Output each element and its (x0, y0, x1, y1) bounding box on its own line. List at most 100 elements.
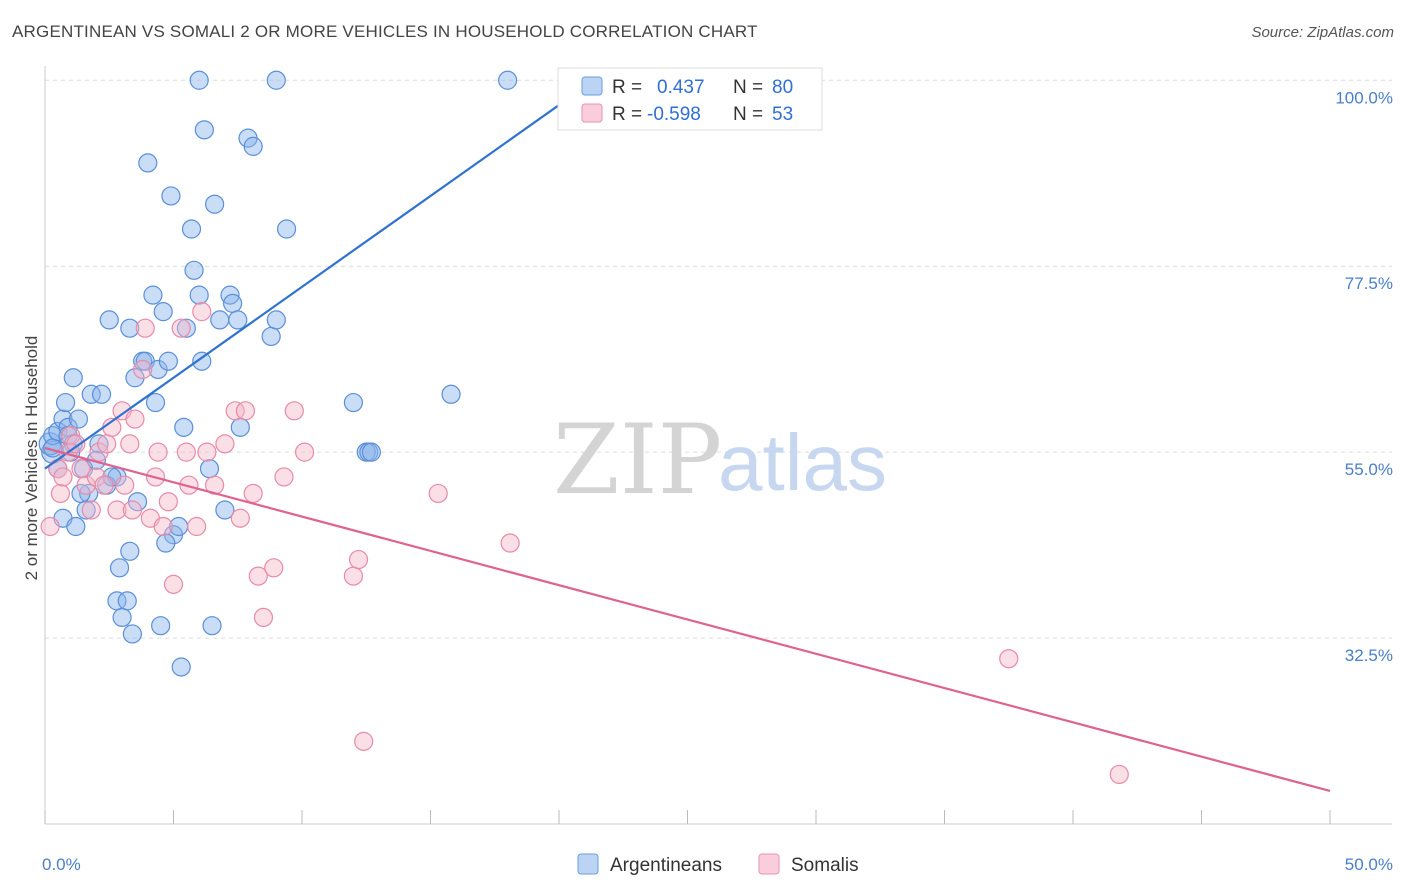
somalis-point (40, 516, 60, 537)
somalis-point (158, 492, 178, 512)
argentineans-point (143, 285, 163, 305)
argentineans-point (81, 384, 101, 404)
somalis-point (163, 574, 184, 594)
argentineans-point (223, 293, 243, 313)
bottom-legend-label-somalis: Somalis (791, 855, 859, 876)
somalis-point (264, 558, 284, 578)
legend-swatch-somalis (581, 103, 603, 123)
somalis-point (179, 475, 199, 495)
somalis-point (192, 302, 212, 322)
legend-n-value-0: 80 (772, 77, 793, 98)
argentineans-point (112, 607, 132, 628)
argentineans-point (68, 409, 89, 429)
somalis-point (133, 359, 153, 380)
somalis-point (53, 467, 73, 487)
somalis-point (428, 483, 448, 504)
argentineans-point (120, 318, 140, 338)
bottom-legend-swatch-argentineans (577, 853, 599, 875)
argentineans-point (145, 392, 166, 413)
argentineans-point (230, 417, 250, 437)
argentineans-point (117, 591, 137, 611)
argentineans-point (215, 500, 235, 520)
somalis-point (171, 318, 191, 338)
argentineans-point (55, 392, 76, 413)
argentineans-point (138, 153, 158, 173)
somalis-point (197, 442, 217, 462)
somalis-point (248, 566, 268, 586)
argentineans-point (120, 541, 140, 561)
somalis-point (230, 508, 250, 528)
bottom-legend-label-argentineans: Argentineans (610, 855, 722, 876)
y-tick-label-0: 100.0% (1335, 88, 1393, 107)
somalis-point (122, 500, 142, 520)
source-label: Source: ZipAtlas.com (1251, 24, 1394, 41)
y-tick-label-1: 77.5% (1345, 274, 1393, 293)
argentineans-point (48, 421, 68, 442)
legend-r-value-0: 0.437 (657, 77, 705, 98)
somalis-point (176, 442, 196, 462)
argentineans-point (199, 459, 220, 479)
somalis-point (50, 483, 71, 504)
y-tick-label-2: 55.0% (1345, 460, 1393, 479)
bottom-legend-swatch-somalis (758, 853, 780, 875)
argentineans-point (243, 136, 263, 156)
argentineans-point (89, 434, 109, 454)
gridlines (45, 79, 1392, 639)
argentineans-point (189, 70, 209, 90)
argentineans-point (122, 624, 142, 644)
x-tick-label-1: 50.0% (1345, 855, 1393, 874)
series-legend: Argentineans Somalis (577, 853, 859, 876)
watermark: ZIP atlas (553, 404, 887, 516)
argentineans-point (181, 219, 202, 239)
somalis-point (89, 442, 109, 462)
points (38, 70, 1129, 785)
argentineans-point (266, 310, 286, 330)
somalis-point (135, 318, 155, 338)
argentineans-point (99, 310, 119, 330)
argentineans-point (91, 384, 112, 404)
somalis-point (225, 401, 245, 421)
argentineans-point (148, 359, 168, 380)
correlation-legend: R = 0.437 N = 80 R = -0.598 N = 53 (557, 67, 823, 131)
somalis-point (343, 566, 363, 586)
somalis-point (125, 409, 145, 429)
somalis-point (348, 549, 369, 570)
watermark-zip: ZIP (553, 404, 722, 516)
somalis-point (294, 442, 315, 462)
somalis-point (215, 434, 235, 454)
argentineans-point (202, 616, 222, 636)
somalis-point (115, 475, 135, 495)
somalis-point (354, 731, 374, 751)
somalis-point (148, 442, 168, 462)
y-tick-label-3: 32.5% (1345, 646, 1393, 665)
argentineans-point (109, 558, 130, 578)
legend-n-value-1: 53 (772, 104, 793, 125)
argentineans-point (161, 186, 181, 206)
legend-swatch-argentineans (581, 76, 603, 96)
somalis-point (187, 516, 207, 537)
somalis-point (1109, 764, 1129, 785)
argentineans-point (176, 318, 196, 338)
somalis-point (284, 401, 304, 421)
argentineans-point (361, 442, 381, 462)
argentineans-point (125, 368, 145, 388)
argentineans-trendline (44, 104, 560, 470)
legend-n-label-1: N = (733, 104, 763, 125)
somalis-point (86, 467, 107, 487)
y-axis-label: 2 or more Vehicles in Household (22, 336, 41, 581)
argentineans-point (153, 302, 173, 322)
legend-n-label-0: N = (733, 77, 763, 98)
argentineans-point (151, 616, 171, 636)
argentineans-point (205, 194, 225, 214)
argentineans-point (192, 351, 212, 371)
somalis-point (66, 434, 86, 454)
argentineans-point (498, 70, 518, 90)
argentineans-point (171, 657, 191, 677)
argentineans-point (194, 120, 214, 140)
argentineans-point (66, 516, 86, 537)
somalis-trendline (44, 446, 1331, 793)
argentineans-point (210, 310, 230, 330)
argentineans-point (156, 533, 176, 553)
argentineans-point (228, 310, 248, 330)
